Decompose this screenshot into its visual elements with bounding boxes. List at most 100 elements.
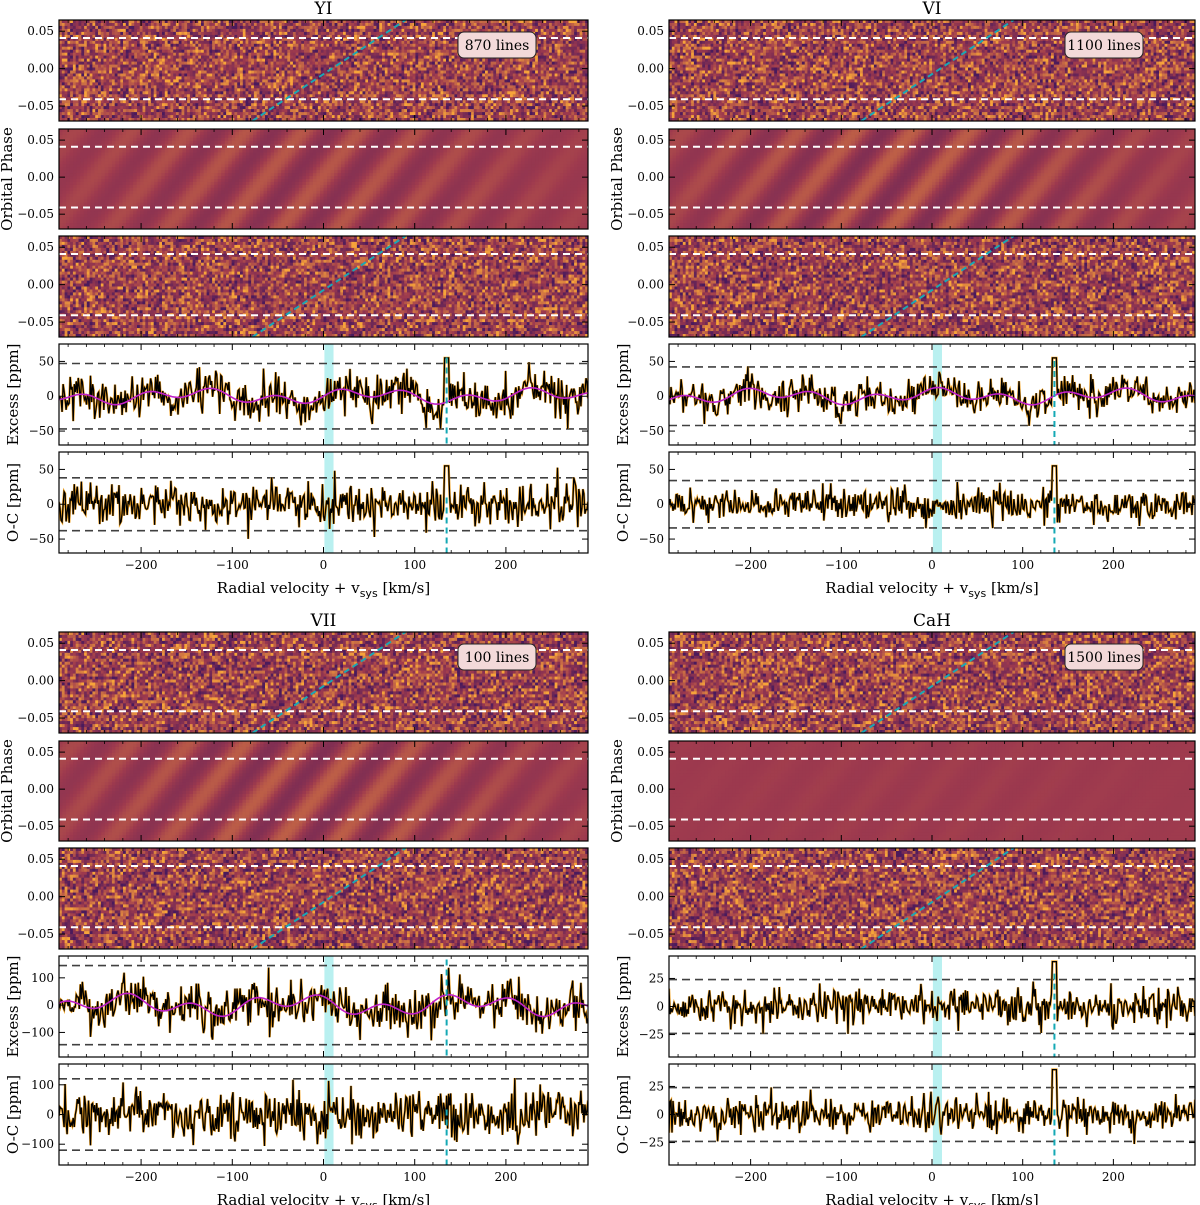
phase-tick-label: 0.00 bbox=[637, 278, 664, 292]
oc-axis-label: O-C [ppm] bbox=[4, 463, 22, 542]
x-tick-label: 200 bbox=[494, 1170, 517, 1184]
x-tick-label: −100 bbox=[216, 558, 249, 572]
value-tick-label: 0 bbox=[656, 497, 664, 511]
x-tick-label: −200 bbox=[125, 558, 158, 572]
subplot-title: CaH bbox=[913, 611, 951, 631]
x-axis-label: Radial velocity + vsys [km/s] bbox=[217, 1191, 430, 1205]
value-tick-label: −100 bbox=[21, 1025, 54, 1039]
phase-tick-label: 0.00 bbox=[637, 170, 664, 184]
excess-axis-label: Excess [ppm] bbox=[614, 956, 632, 1058]
heatmap-noise bbox=[59, 236, 589, 338]
heatmap-noise bbox=[669, 848, 1196, 950]
phase-tick-label: −0.05 bbox=[627, 711, 664, 725]
phase-tick-label: 0.05 bbox=[637, 24, 664, 38]
phase-tick-label: −0.05 bbox=[627, 207, 664, 221]
phase-tick-label: 0.00 bbox=[27, 890, 54, 904]
x-axis-label: Radial velocity + vsys [km/s] bbox=[217, 579, 430, 600]
x-tick-label: −100 bbox=[825, 1170, 858, 1184]
phase-tick-label: 0.05 bbox=[27, 133, 54, 147]
x-tick-label: 0 bbox=[320, 1170, 328, 1184]
lines-count-label: 870 lines bbox=[465, 38, 530, 54]
lines-count-label: 100 lines bbox=[465, 650, 530, 666]
value-tick-label: 0 bbox=[46, 497, 54, 511]
phase-tick-label: 0.00 bbox=[27, 674, 54, 688]
obs-panel: 100 lines 0.05 0.00 −0.05 bbox=[17, 632, 588, 734]
oc-axis-label: O-C [ppm] bbox=[4, 1075, 22, 1154]
phase-tick-label: 0.00 bbox=[27, 278, 54, 292]
x-tick-label: −200 bbox=[125, 1170, 158, 1184]
phase-tick-label: 0.00 bbox=[637, 62, 664, 76]
value-tick-label: −50 bbox=[639, 424, 664, 438]
x-axis-label: Radial velocity + vsys [km/s] bbox=[825, 579, 1038, 600]
oc-axis-label: O-C [ppm] bbox=[614, 463, 632, 542]
resid-panel: 0.050.00−0.05 bbox=[17, 848, 588, 950]
lines-count-badge: 1100 lines bbox=[1065, 32, 1143, 58]
value-tick-label: 0 bbox=[656, 1000, 664, 1014]
x-tick-label: −200 bbox=[734, 1170, 767, 1184]
phase-tick-label: 0.05 bbox=[637, 852, 664, 866]
phase-tick-label: 0.05 bbox=[27, 24, 54, 38]
x-tick-label: 100 bbox=[403, 1170, 426, 1184]
lines-count-label: 1500 lines bbox=[1067, 650, 1141, 666]
x-tick-label: −200 bbox=[734, 558, 767, 572]
value-tick-label: 50 bbox=[649, 462, 664, 476]
phase-tick-label: 0.00 bbox=[637, 674, 664, 688]
value-tick-label: 0 bbox=[656, 1108, 664, 1122]
value-tick-label: 100 bbox=[31, 1078, 54, 1092]
value-tick-label: 0 bbox=[46, 1108, 54, 1122]
excess-axis-label: Excess [ppm] bbox=[614, 344, 632, 446]
x-tick-label: 0 bbox=[928, 1170, 936, 1184]
obs-panel: 1500 lines 0.05 0.00 −0.05 bbox=[627, 632, 1195, 734]
oc-axis-label: O-C [ppm] bbox=[614, 1075, 632, 1154]
value-tick-label: 50 bbox=[649, 354, 664, 368]
phase-tick-label: −0.05 bbox=[17, 207, 54, 221]
phase-tick-label: −0.05 bbox=[17, 99, 54, 113]
heatmap-noise bbox=[669, 236, 1196, 338]
phase-tick-label: 0.05 bbox=[27, 240, 54, 254]
obs-panel: 870 lines 0.05 0.00 −0.05 bbox=[17, 20, 588, 122]
x-tick-label: 100 bbox=[403, 558, 426, 572]
phase-tick-label: 0.05 bbox=[637, 240, 664, 254]
phase-tick-label: 0.00 bbox=[637, 890, 664, 904]
value-tick-label: 0 bbox=[46, 998, 54, 1012]
x-tick-label: 0 bbox=[928, 558, 936, 572]
lines-count-label: 1100 lines bbox=[1067, 38, 1141, 54]
model-stripes bbox=[669, 741, 1196, 842]
phase-axis-label: Orbital Phase bbox=[608, 739, 626, 843]
phase-tick-label: 0.05 bbox=[637, 636, 664, 650]
x-tick-label: 200 bbox=[1102, 558, 1125, 572]
phase-tick-label: −0.05 bbox=[627, 927, 664, 941]
phase-tick-label: −0.05 bbox=[17, 711, 54, 725]
phase-tick-label: −0.05 bbox=[627, 819, 664, 833]
value-tick-label: −25 bbox=[639, 1136, 664, 1150]
subplot-title: VII bbox=[310, 611, 337, 631]
value-tick-label: −50 bbox=[29, 424, 54, 438]
resid-panel: 0.050.00−0.05 bbox=[17, 236, 588, 338]
phase-tick-label: 0.00 bbox=[637, 782, 664, 796]
x-tick-label: 100 bbox=[1011, 1170, 1034, 1184]
phase-tick-label: 0.00 bbox=[27, 62, 54, 76]
phase-tick-label: 0.00 bbox=[27, 170, 54, 184]
phase-tick-label: 0.05 bbox=[27, 636, 54, 650]
lines-count-badge: 870 lines bbox=[458, 32, 536, 58]
resid-panel: 0.050.00−0.05 bbox=[627, 236, 1195, 338]
heatmap-noise bbox=[59, 848, 589, 950]
phase-axis-label: Orbital Phase bbox=[608, 127, 626, 231]
model-stripes bbox=[59, 741, 589, 842]
lines-count-badge: 1500 lines bbox=[1065, 644, 1143, 670]
value-tick-label: −50 bbox=[639, 532, 664, 546]
phase-tick-label: −0.05 bbox=[17, 819, 54, 833]
value-tick-label: 50 bbox=[39, 354, 54, 368]
